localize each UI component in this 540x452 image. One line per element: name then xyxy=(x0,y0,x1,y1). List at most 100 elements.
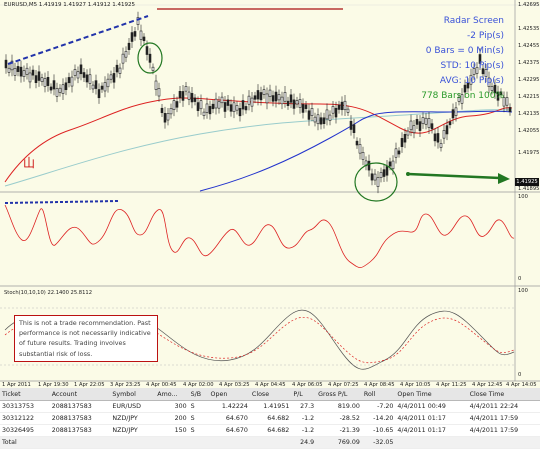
ma-blue-line xyxy=(199,110,513,192)
candle-body xyxy=(289,94,293,103)
candle-body xyxy=(373,173,377,181)
price-tick: 1.42055 xyxy=(518,128,540,134)
col-header-pl[interactable]: P/L xyxy=(291,388,317,401)
radar-std: STD: 10 Pip(s) xyxy=(440,61,504,71)
candle-body xyxy=(433,133,437,142)
cell-amount: 300 xyxy=(155,400,189,413)
candle-body xyxy=(10,60,14,71)
time-tick: 4 Apr 08:45 xyxy=(364,382,395,388)
dashed-trendline xyxy=(7,15,149,65)
stochastic-label: Stoch(10,10,10) 22.1400 25.8112 xyxy=(4,290,92,296)
col-header-ticket[interactable]: Ticket xyxy=(0,388,50,401)
candle-body xyxy=(442,130,446,139)
disclaimer-box: This is not a trade recommendation. Past… xyxy=(14,315,158,362)
rsi-line xyxy=(4,204,515,269)
candle-body xyxy=(235,105,239,111)
price-tick: 1.42135 xyxy=(518,111,540,117)
candle-body xyxy=(118,67,122,74)
candle-body xyxy=(100,85,104,90)
candle-body xyxy=(445,125,449,135)
candle-body xyxy=(64,82,68,91)
candle-body xyxy=(205,103,209,113)
candle-body xyxy=(298,99,302,108)
time-tick: 1 Apr 22:05 xyxy=(74,382,105,388)
candle-body xyxy=(172,100,176,110)
candle-body xyxy=(352,124,356,133)
candle-body xyxy=(376,177,380,187)
candle-body xyxy=(340,101,344,111)
candle-body xyxy=(16,66,20,72)
ma-teal-line xyxy=(4,109,513,187)
candle-body xyxy=(322,117,326,124)
price-tick: 1.42295 xyxy=(518,77,540,83)
chart-canvas[interactable]: 山 xyxy=(0,0,540,388)
candle-body xyxy=(232,102,236,113)
chart-area[interactable]: 山 EURUSD,M5 1.41919 1.41927 1.41912 1.41… xyxy=(0,0,540,388)
cell-symbol: NZD/JPY xyxy=(110,412,156,425)
cell-amount: 200 xyxy=(155,412,189,425)
col-header-side[interactable]: S/B xyxy=(188,388,209,401)
col-header-gross-pl[interactable]: Gross P/L xyxy=(316,388,362,401)
trade-history-table: Ticket Account Symbol Amo... S/B Open Cl… xyxy=(0,388,540,449)
cell-account: 2088137583 xyxy=(49,400,111,413)
table-row[interactable]: 30313753 2088137583 EUR/USD 300 S 1.4222… xyxy=(0,400,540,413)
symbol-label: EURUSD,M5 1.41919 1.41927 1.41912 1.4192… xyxy=(4,2,136,8)
total-pl: 24.9 xyxy=(291,436,317,449)
candle-body xyxy=(238,108,242,117)
candle-body xyxy=(271,95,275,102)
candle-body xyxy=(316,114,320,125)
candle-body xyxy=(58,87,62,93)
col-header-roll[interactable]: Roll xyxy=(361,388,396,401)
col-header-account[interactable]: Account xyxy=(49,388,111,401)
candle-body xyxy=(397,150,401,155)
cell-pl: 27.3 xyxy=(291,400,317,413)
candle-body xyxy=(478,54,482,64)
rsi-dashed-trendline xyxy=(4,200,119,204)
candle-body xyxy=(67,77,71,84)
candle-body xyxy=(331,106,335,114)
candle-body xyxy=(154,80,158,90)
candle-body xyxy=(52,80,56,90)
cell-ticket: 30312122 xyxy=(0,412,50,425)
candle-body xyxy=(115,64,119,73)
cell-open-time: 4/4/2011 01:17 xyxy=(395,412,468,425)
price-tick: 1.42695 xyxy=(518,2,540,8)
candle-body xyxy=(427,118,431,128)
candle-body xyxy=(388,161,392,167)
candle-body xyxy=(55,88,59,97)
cell-side: S xyxy=(188,400,209,413)
time-tick: 4 Apr 14:05 xyxy=(506,382,537,388)
stoch-tick: 100 xyxy=(518,288,528,294)
candle-body xyxy=(25,67,29,75)
table-header-row: Ticket Account Symbol Amo... S/B Open Cl… xyxy=(0,388,540,401)
candle-body xyxy=(193,97,197,102)
candle-body xyxy=(337,104,341,110)
green-circle-bottom xyxy=(354,162,398,202)
col-header-open-time[interactable]: Open Time xyxy=(395,388,468,401)
table-row[interactable]: 30312122 2088137583 NZD/JPY 200 S 64.670… xyxy=(0,412,540,425)
candle-body xyxy=(244,106,248,111)
cell-pl: -1.2 xyxy=(291,412,317,425)
col-header-open[interactable]: Open xyxy=(208,388,250,401)
candle-body xyxy=(145,46,149,55)
candle-body xyxy=(334,107,338,118)
candle-body xyxy=(409,120,413,131)
col-header-amount[interactable]: Amo... xyxy=(155,388,189,401)
candlestick-series xyxy=(4,11,512,194)
candle-body xyxy=(250,97,254,107)
table-row[interactable]: 30326495 2088137583 NZD/JPY 150 S 64.670… xyxy=(0,424,540,437)
rsi-tick: 0 xyxy=(518,276,522,282)
cell-close: 64.682 xyxy=(249,412,292,425)
candle-body xyxy=(496,91,500,101)
current-price-tag: 1.41925 xyxy=(515,178,539,186)
col-header-symbol[interactable]: Symbol xyxy=(110,388,156,401)
col-header-close[interactable]: Close xyxy=(249,388,292,401)
time-tick: 4 Apr 10:05 xyxy=(400,382,431,388)
col-header-close-time[interactable]: Close Time xyxy=(467,388,540,401)
candle-body xyxy=(22,70,26,78)
candle-body xyxy=(121,53,125,64)
total-gross-pl: 769.09 xyxy=(316,436,362,449)
candle-body xyxy=(403,133,407,143)
candle-body xyxy=(319,117,323,125)
